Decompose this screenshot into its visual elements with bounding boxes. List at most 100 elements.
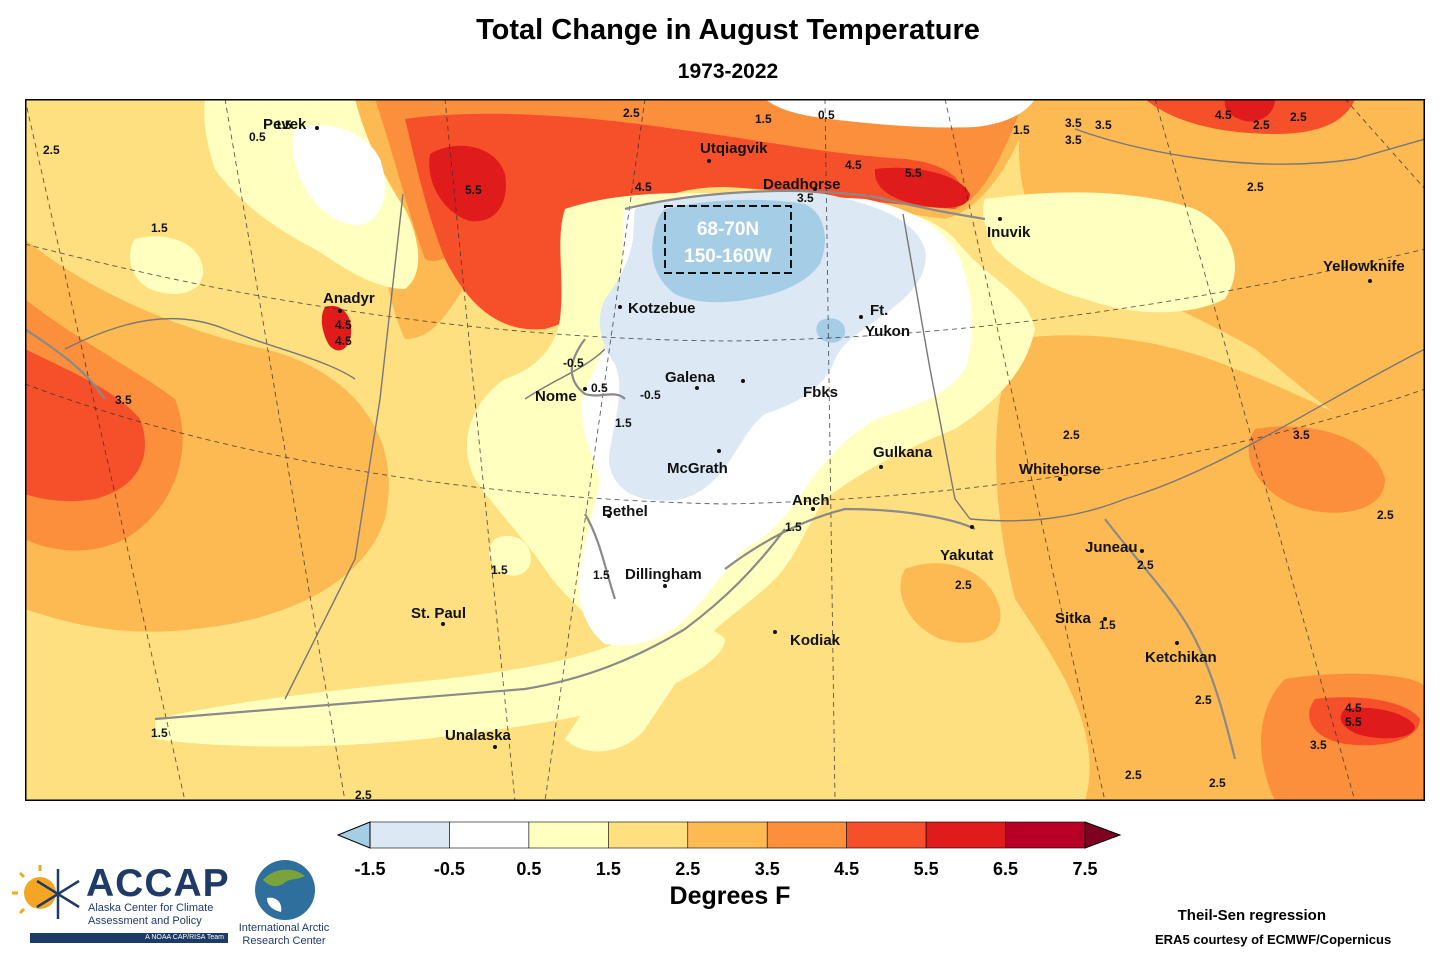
contour-label: 3.5 bbox=[115, 393, 132, 407]
contour-label: 1.5 bbox=[151, 221, 168, 235]
places: Pevek Utqiagvik Deadhorse Inuvik Yellowk… bbox=[263, 116, 1405, 749]
band-below-neg1.5-yukon bbox=[816, 318, 846, 343]
analysis-box bbox=[664, 205, 792, 274]
colorbar-swatch bbox=[1005, 821, 1086, 849]
contour-label: 3.5 bbox=[1095, 118, 1112, 132]
contour-label: 2.5 bbox=[1247, 180, 1264, 194]
analysis-box-lat: 68-70N bbox=[697, 219, 759, 240]
contour-label: 3.5 bbox=[1310, 738, 1327, 752]
analysis-box-lon: 150-160W bbox=[684, 246, 772, 267]
place-label: Yukon bbox=[865, 323, 910, 340]
colorbar-tick: -1.5 bbox=[354, 859, 385, 879]
contour-label: 5.5 bbox=[1345, 715, 1362, 729]
band-neg0.5-0.5-arctic bbox=[765, 99, 1035, 128]
contour-label: 4.5 bbox=[1345, 701, 1362, 715]
colorbar-swatch bbox=[925, 821, 1006, 849]
colorbar-tick: 6.5 bbox=[993, 859, 1018, 879]
colorbar-under-arrow bbox=[336, 821, 371, 849]
place-label: Inuvik bbox=[987, 224, 1031, 241]
place-label: Whitehorse bbox=[1019, 461, 1101, 478]
data-credit: ERA5 courtesy of ECMWF/Copernicus bbox=[1155, 932, 1392, 947]
place-label: Sitka bbox=[1055, 610, 1092, 627]
iarc-wordmark: International Arctic Research Center bbox=[238, 922, 330, 947]
place-label: Galena bbox=[665, 369, 716, 386]
contour-label: -0.5 bbox=[640, 388, 661, 402]
band-2.5-3.5-yakutat bbox=[900, 563, 1001, 643]
place-label: Nome bbox=[535, 388, 577, 405]
iarc-globe-icon bbox=[255, 860, 315, 920]
contour-label: 1.5 bbox=[1099, 618, 1116, 632]
method-note: Theil-Sen regression bbox=[1177, 907, 1326, 924]
band-5.5-6.5-anadyr bbox=[321, 305, 352, 351]
colorbar-swatch bbox=[766, 821, 847, 849]
borders bbox=[64, 128, 1425, 700]
place-label: St. Paul bbox=[411, 605, 466, 622]
contour-label: 1.5 bbox=[491, 563, 508, 577]
contour-label: 2.5 bbox=[623, 106, 640, 120]
band-5.5-6.5-chukotka bbox=[429, 145, 506, 222]
contour-label: 0.5 bbox=[249, 130, 266, 144]
contour-label: 2.5 bbox=[1377, 508, 1394, 522]
band-0.5-1.5-bering bbox=[489, 535, 531, 576]
colorbar-label: Degrees F bbox=[669, 882, 791, 910]
accap-wordmark: ACCAP bbox=[86, 862, 230, 905]
band-5.5-6.5-ne bbox=[1224, 99, 1275, 122]
contour-label: 1.5 bbox=[755, 112, 772, 126]
contour-label: -0.5 bbox=[563, 356, 584, 370]
contour-label: 1.5 bbox=[275, 118, 292, 132]
contour-label: 1.5 bbox=[1013, 123, 1030, 137]
contour-label: 0.5 bbox=[591, 381, 608, 395]
contour-label: 4.5 bbox=[335, 334, 352, 348]
accap-tagline: A NOAA CAP/RISA Team bbox=[30, 933, 228, 943]
contour-label: 1.5 bbox=[593, 568, 610, 582]
contour-label: 2.5 bbox=[1290, 110, 1307, 124]
colorbar-over-arrow bbox=[1084, 821, 1122, 849]
place-label: Dillingham bbox=[625, 566, 702, 583]
place-label: Ft. bbox=[870, 302, 888, 319]
place-label: Utqiagvik bbox=[700, 140, 768, 157]
colorbar-tick: 7.5 bbox=[1072, 859, 1097, 879]
place-label: Unalaska bbox=[445, 727, 512, 744]
contour-label: 2.5 bbox=[1137, 558, 1154, 572]
band-0.5-1.5-north-yukon bbox=[983, 192, 1235, 313]
contour-label: 1.5 bbox=[785, 520, 802, 534]
contour-label: 4.5 bbox=[1215, 108, 1232, 122]
place-label: Yellowknife bbox=[1323, 258, 1405, 275]
contour-label: 5.5 bbox=[905, 166, 922, 180]
band-4.5-5.5-west bbox=[25, 349, 145, 502]
contour-label: 3.5 bbox=[1065, 133, 1082, 147]
band-neg0.5-0.5-chukotka bbox=[292, 125, 385, 225]
colorbar-tick: 3.5 bbox=[755, 859, 780, 879]
place-label: Bethel bbox=[602, 503, 648, 520]
place-label: Fbks bbox=[803, 384, 838, 401]
snowflake-icon bbox=[36, 869, 80, 919]
map-frame bbox=[25, 99, 1425, 801]
band-0.5-1.5-aleutian bbox=[155, 624, 725, 747]
accap-subtitle: Alaska Center for Climate Assessment and … bbox=[88, 902, 214, 927]
place-label: Anadyr bbox=[323, 290, 375, 307]
contour-label: 2.5 bbox=[1063, 428, 1080, 442]
colorbar-swatch bbox=[846, 821, 927, 849]
place-label: Pevek bbox=[263, 116, 307, 133]
place-label: Deadhorse bbox=[763, 176, 841, 193]
contour-label: 2.5 bbox=[1195, 693, 1212, 707]
colorbar-swatch bbox=[449, 821, 530, 849]
colorbar-tick: 2.5 bbox=[675, 859, 700, 879]
colorbar-swatch bbox=[369, 821, 450, 849]
colorbar-tick: 1.5 bbox=[596, 859, 621, 879]
band-5.5-6.5-se bbox=[1340, 707, 1415, 739]
contour-label: 3.5 bbox=[1065, 116, 1082, 130]
contour-label: 2.5 bbox=[955, 578, 972, 592]
place-label: Ketchikan bbox=[1145, 649, 1217, 666]
place-label: Anch bbox=[792, 492, 830, 509]
contour-label: 2.5 bbox=[1125, 768, 1142, 782]
contour-label: 2.5 bbox=[1209, 776, 1226, 790]
place-label: Kodiak bbox=[790, 632, 841, 649]
contour-label: 2.5 bbox=[1253, 118, 1270, 132]
place-label: Yakutat bbox=[940, 547, 993, 564]
colorbar: -1.5 -0.5 0.5 1.5 2.5 3.5 4.5 5.5 6.5 7.5 bbox=[336, 821, 1122, 879]
contour-label: 4.5 bbox=[335, 318, 352, 332]
band-0.5-1.5-west-patch bbox=[130, 236, 204, 294]
contour-label: 0.5 bbox=[818, 108, 835, 122]
coastline bbox=[25, 189, 1237, 760]
